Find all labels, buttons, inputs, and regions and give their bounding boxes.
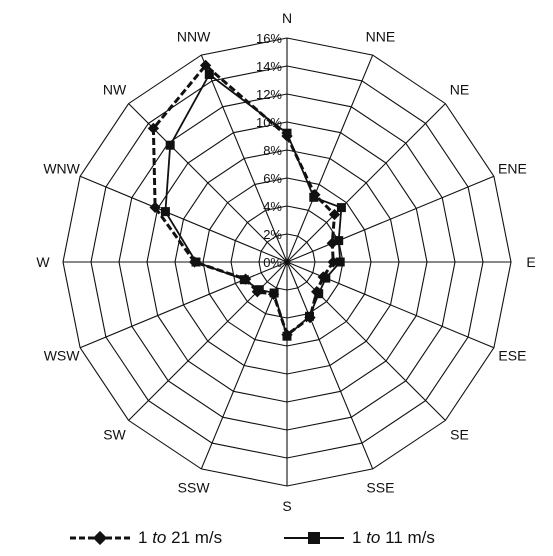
series-point-square bbox=[239, 275, 249, 285]
direction-label: WSW bbox=[44, 347, 81, 363]
direction-label: E bbox=[526, 254, 535, 270]
radial-tick-label: 0% bbox=[263, 255, 282, 270]
series-point-diamond bbox=[149, 201, 161, 214]
series-point-square bbox=[309, 192, 319, 202]
radial-tick-label: 4% bbox=[263, 199, 282, 214]
series-point-square bbox=[165, 140, 175, 150]
direction-label: SE bbox=[450, 427, 469, 443]
direction-label: WNW bbox=[43, 161, 80, 177]
direction-label: NW bbox=[103, 82, 127, 98]
direction-label: NNW bbox=[177, 29, 211, 45]
grid-spoke bbox=[79, 261, 288, 349]
series-point-square bbox=[282, 128, 292, 138]
series-point-square bbox=[191, 257, 201, 267]
direction-label: S bbox=[282, 498, 291, 514]
direction-label: ESE bbox=[498, 347, 526, 363]
series-point-square bbox=[314, 289, 324, 299]
legend-item-1-to-11: 1 to 11 m/s bbox=[284, 528, 435, 548]
direction-label: SSW bbox=[178, 479, 211, 495]
wind-rose-chart: 0%2%4%6%8%10%12%14%16%NNNENEENEEESESESSE… bbox=[36, 10, 535, 514]
series-line-1 bbox=[151, 63, 337, 338]
direction-label: SSE bbox=[366, 479, 394, 495]
grid-spoke bbox=[286, 261, 374, 470]
radial-tick-label: 6% bbox=[263, 171, 282, 186]
series-point-square bbox=[336, 203, 346, 213]
direction-label: N bbox=[282, 10, 292, 26]
grid-spoke bbox=[286, 103, 446, 263]
legend-swatch-solid-square bbox=[284, 532, 344, 544]
radial-tick-label: 14% bbox=[256, 59, 282, 74]
radial-tick-label: 2% bbox=[263, 227, 282, 242]
direction-label: SW bbox=[103, 427, 126, 443]
grid-spoke bbox=[79, 175, 288, 263]
grid-spoke bbox=[200, 54, 288, 263]
series-point-square bbox=[254, 285, 264, 295]
legend-swatch-dashed-diamond bbox=[70, 531, 130, 545]
series-point-square bbox=[160, 207, 170, 217]
legend: 1 to 21 m/s 1 to 11 m/s bbox=[0, 528, 553, 554]
direction-label: W bbox=[36, 254, 50, 270]
grid-spoke bbox=[286, 261, 495, 349]
direction-label: NNE bbox=[366, 29, 396, 45]
direction-label: ENE bbox=[498, 161, 527, 177]
series-point-diamond bbox=[147, 122, 160, 135]
series-point-square bbox=[335, 257, 345, 267]
grid-spoke bbox=[286, 54, 374, 263]
grid-spoke bbox=[286, 175, 495, 263]
direction-label: NE bbox=[450, 82, 469, 98]
radial-tick-label: 16% bbox=[256, 31, 282, 46]
series-point-square bbox=[282, 331, 292, 341]
series-point-square bbox=[204, 70, 214, 79]
series-point-square bbox=[305, 311, 314, 321]
series-point-square bbox=[321, 273, 331, 283]
series-point-square bbox=[269, 288, 279, 298]
legend-item-1-to-21: 1 to 21 m/s bbox=[70, 528, 222, 548]
radial-tick-label: 8% bbox=[263, 143, 282, 158]
series-point-square bbox=[334, 236, 344, 246]
legend-label-1-to-11: 1 to 11 m/s bbox=[352, 528, 435, 547]
radial-tick-label: 12% bbox=[256, 87, 282, 102]
grid-spoke bbox=[286, 261, 446, 421]
legend-label-1-to-21: 1 to 21 m/s bbox=[138, 528, 223, 547]
